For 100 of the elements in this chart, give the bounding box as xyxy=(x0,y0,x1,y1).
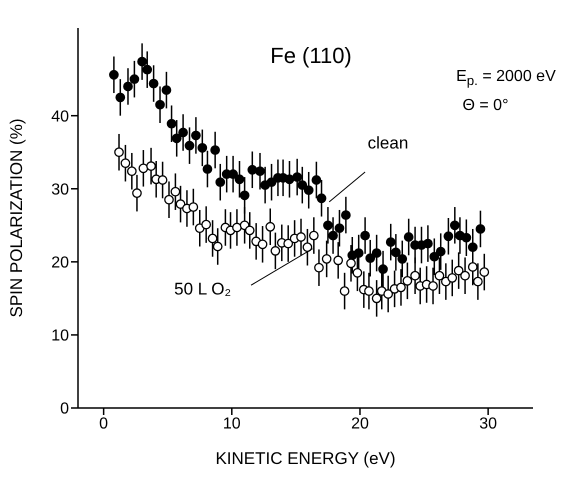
point xyxy=(172,133,182,144)
x-tick-label: 10 xyxy=(222,415,241,432)
point xyxy=(302,242,312,252)
point xyxy=(126,166,137,176)
point xyxy=(232,222,242,232)
point xyxy=(188,202,198,212)
point xyxy=(137,56,147,66)
point xyxy=(142,64,152,75)
point xyxy=(284,174,294,184)
annotation: Fe (110) xyxy=(270,42,352,69)
point xyxy=(354,248,364,258)
point xyxy=(266,177,276,188)
point xyxy=(197,142,208,153)
point xyxy=(308,230,319,240)
point xyxy=(265,222,276,232)
point xyxy=(322,254,332,264)
point xyxy=(447,273,458,283)
point xyxy=(434,270,444,281)
y-tick-label: 40 xyxy=(51,108,70,126)
annotation: E$_{p.}$ = 2000 eV xyxy=(456,68,556,88)
point xyxy=(476,224,486,234)
point xyxy=(228,169,238,180)
point xyxy=(176,199,186,209)
y-tick-label: 30 xyxy=(51,181,70,198)
series-label: 50 L O₂ xyxy=(174,280,232,299)
point xyxy=(164,194,174,205)
point xyxy=(270,246,280,256)
point xyxy=(184,140,194,151)
point xyxy=(210,145,220,155)
point xyxy=(138,163,148,174)
point xyxy=(468,242,478,252)
point xyxy=(454,266,464,276)
point xyxy=(202,164,212,174)
point xyxy=(109,70,119,80)
point xyxy=(460,270,470,281)
point xyxy=(114,147,124,158)
point xyxy=(158,175,168,185)
point xyxy=(215,177,226,188)
point xyxy=(378,264,388,274)
point xyxy=(240,190,250,200)
point xyxy=(364,286,374,296)
point xyxy=(297,180,308,190)
point xyxy=(391,247,401,258)
y-tick-label: 0 xyxy=(60,400,70,418)
point xyxy=(429,252,440,262)
point xyxy=(372,294,382,304)
point xyxy=(191,130,201,140)
point xyxy=(162,85,172,95)
point xyxy=(346,258,356,268)
point xyxy=(292,172,302,182)
x-tick-label: 20 xyxy=(351,415,369,432)
point xyxy=(115,92,126,102)
point xyxy=(247,164,258,175)
point xyxy=(123,82,133,92)
x-tick-label: 0 xyxy=(99,415,108,432)
point xyxy=(423,238,433,248)
point xyxy=(155,100,165,110)
point xyxy=(334,223,344,234)
point xyxy=(166,118,176,129)
point xyxy=(170,186,180,197)
point xyxy=(132,188,142,198)
point xyxy=(396,282,406,292)
point xyxy=(468,262,478,272)
text: clean xyxy=(368,134,408,153)
point xyxy=(316,193,326,204)
point xyxy=(201,220,212,230)
point xyxy=(428,281,438,291)
point xyxy=(444,231,454,242)
point xyxy=(333,256,344,266)
point xyxy=(450,220,460,230)
point xyxy=(234,174,244,184)
point xyxy=(352,268,362,278)
point xyxy=(365,253,376,264)
point xyxy=(360,230,370,240)
point xyxy=(296,232,306,242)
point xyxy=(402,276,412,286)
point xyxy=(436,246,446,256)
point xyxy=(255,166,265,176)
annotation: Θ = 0° xyxy=(462,97,508,116)
point xyxy=(383,289,394,299)
point xyxy=(208,234,218,244)
y-tick-label: 20 xyxy=(51,254,70,272)
y-tick-label: 10 xyxy=(51,328,70,345)
point xyxy=(397,254,408,264)
point xyxy=(410,270,420,281)
point xyxy=(130,74,140,84)
point xyxy=(404,232,414,242)
point xyxy=(244,226,255,236)
point xyxy=(372,248,382,258)
point xyxy=(146,161,156,171)
point xyxy=(323,220,333,230)
point xyxy=(148,78,158,88)
point xyxy=(473,276,483,286)
point xyxy=(312,175,322,185)
point xyxy=(340,286,350,296)
point xyxy=(462,232,472,243)
point xyxy=(212,242,223,252)
point xyxy=(304,185,314,196)
y-axis-title: SPIN POLARIZATION (%) xyxy=(7,118,26,318)
x-axis-title: KINETIC ENERGY (eV) xyxy=(215,449,396,468)
